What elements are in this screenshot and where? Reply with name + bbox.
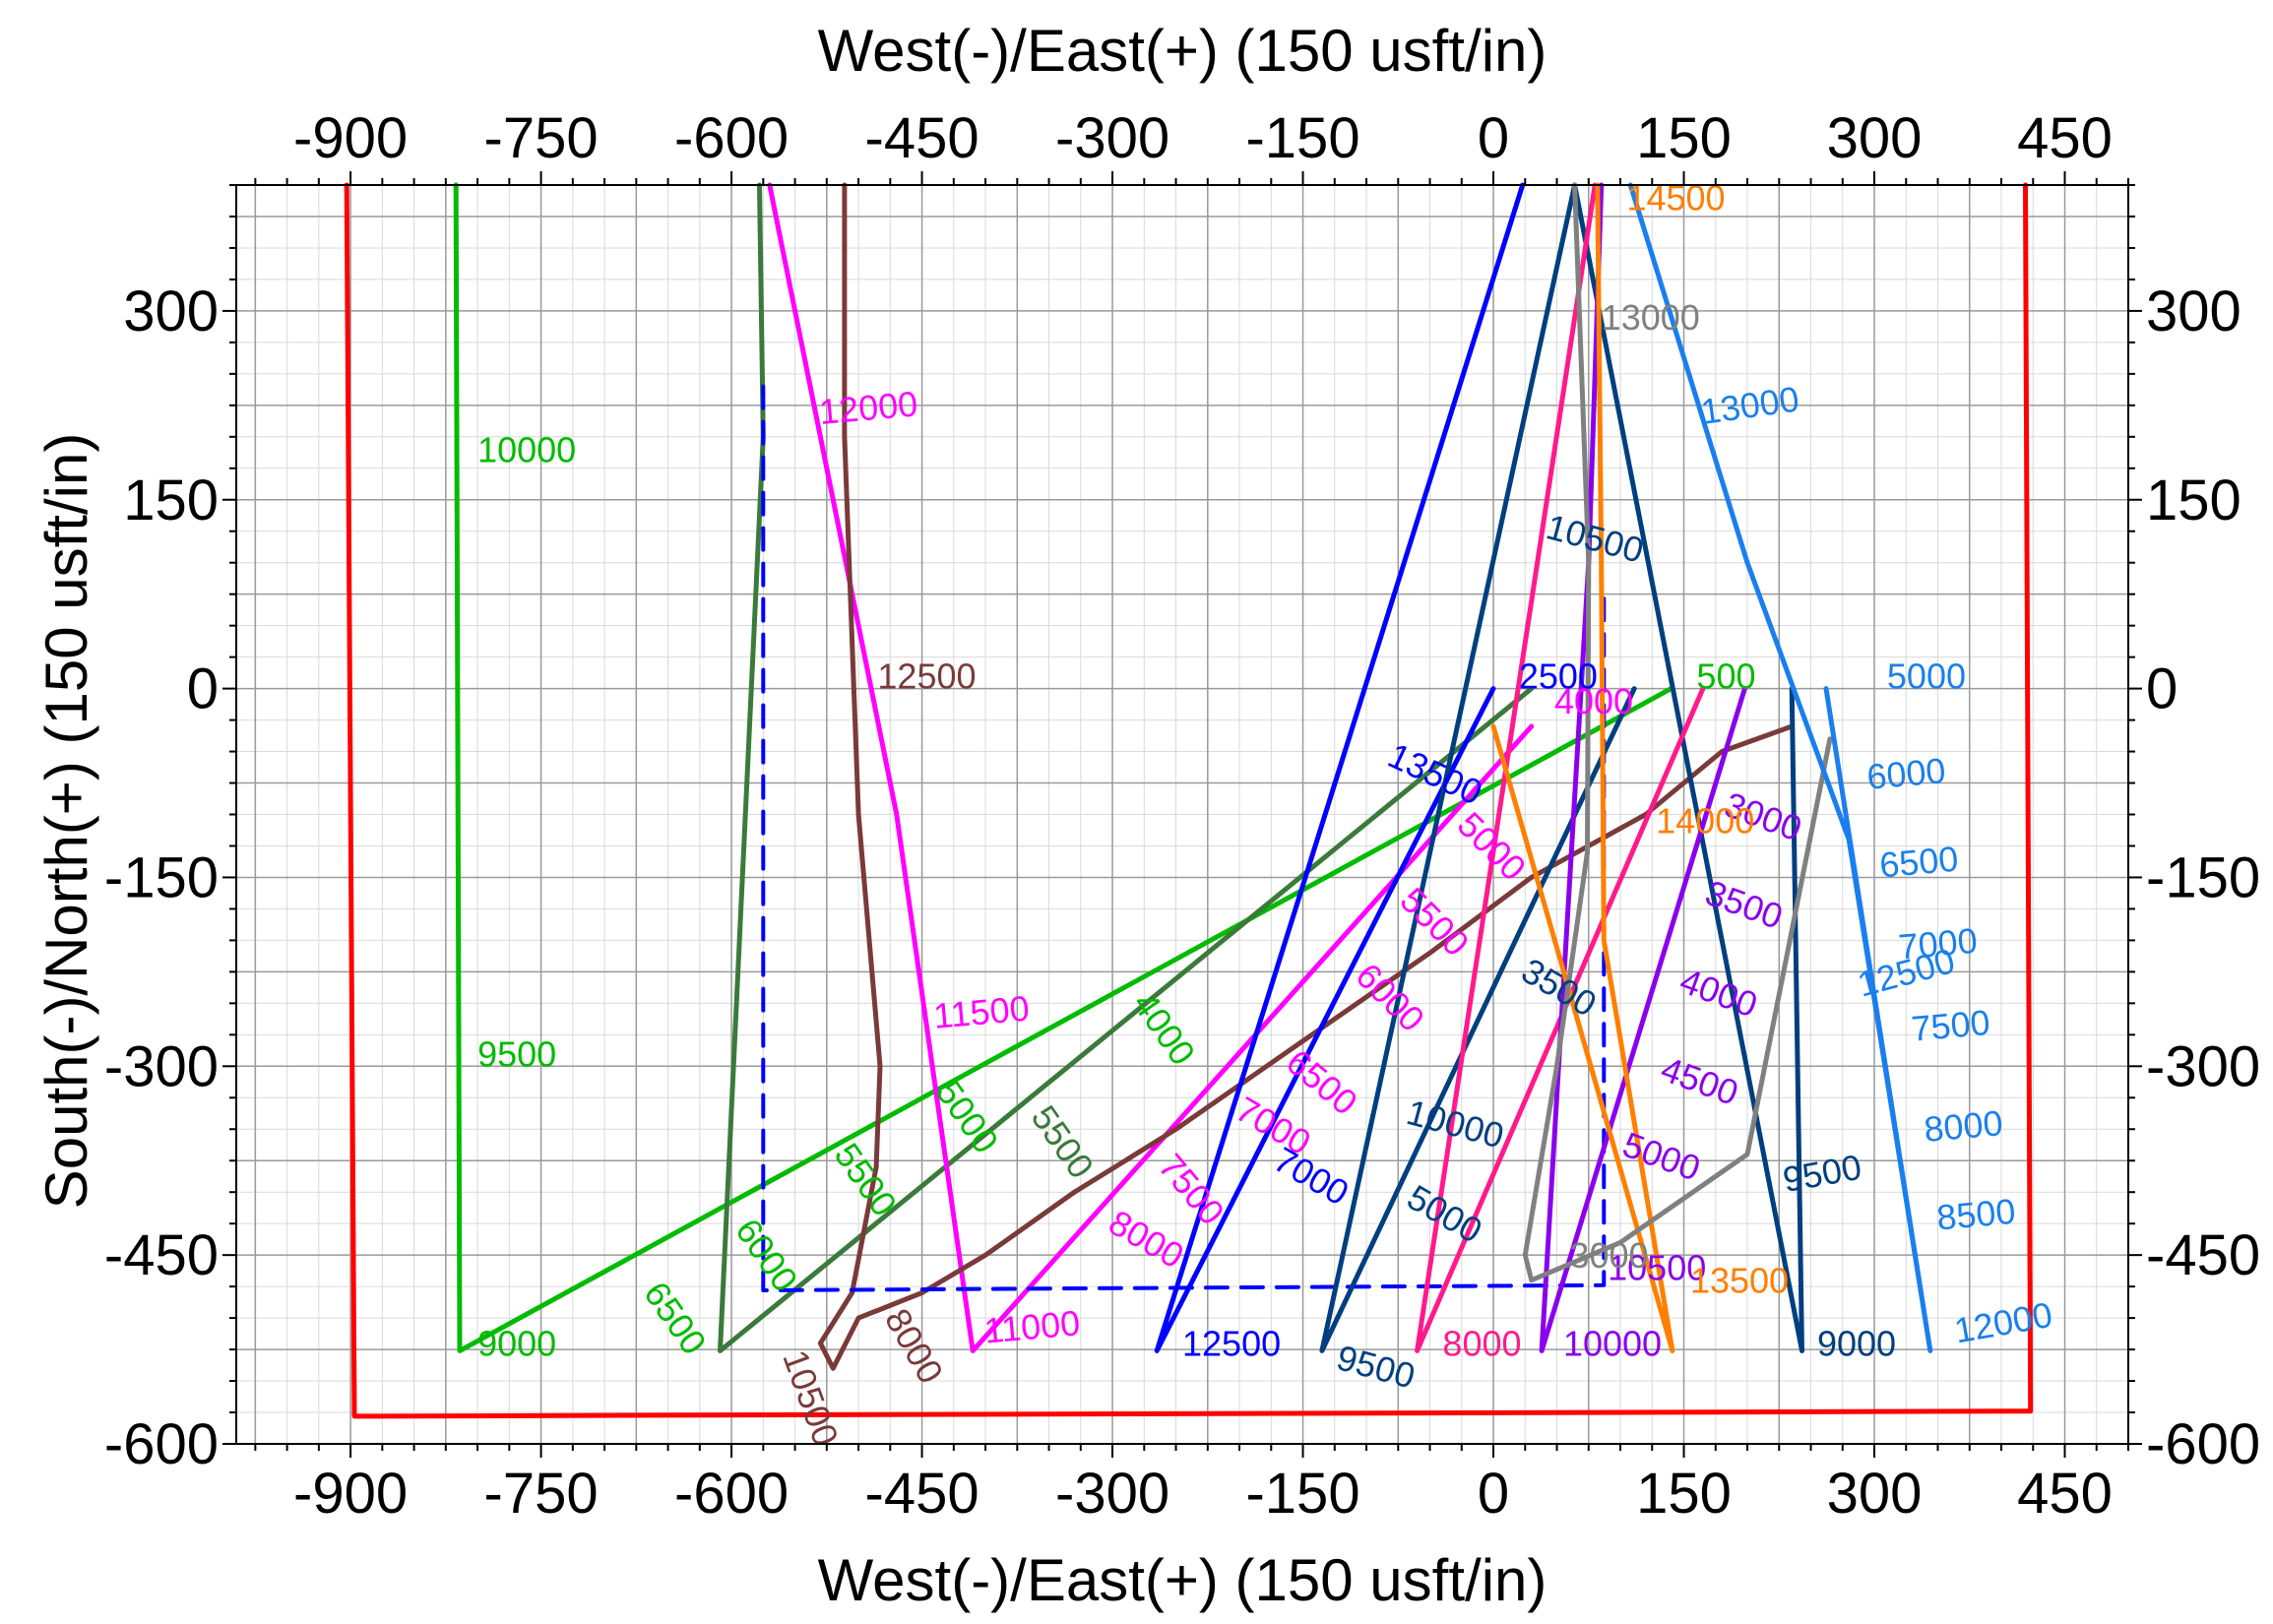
depth-label: 10000 bbox=[1563, 1323, 1662, 1363]
x-tick-label-top: 300 bbox=[1827, 106, 1923, 170]
well-path-line-5 bbox=[817, 182, 1795, 1371]
depth-label: 8500 bbox=[1935, 1191, 2017, 1238]
x-tick-label-bottom: -150 bbox=[1245, 1462, 1359, 1526]
x-tick-label-top: -450 bbox=[865, 106, 979, 170]
well-path-line-2 bbox=[453, 182, 1674, 1353]
depth-label: 9500 bbox=[477, 1033, 556, 1074]
y-tick-label-right: 300 bbox=[2146, 280, 2241, 344]
series-layer bbox=[344, 182, 2034, 1419]
x-tick-label-bottom: 150 bbox=[1636, 1462, 1732, 1526]
depth-label: 5000 bbox=[1887, 656, 1966, 697]
tick-marks bbox=[222, 171, 2142, 1458]
x-tick-label-top: 0 bbox=[1478, 106, 1509, 170]
depth-label: 10000 bbox=[477, 429, 576, 469]
y-tick-label-left: -300 bbox=[104, 1034, 219, 1098]
x-tick-label-bottom: 0 bbox=[1478, 1462, 1509, 1526]
y-tick-label-left: -150 bbox=[104, 845, 219, 909]
depth-label: 6500 bbox=[1878, 839, 1960, 886]
x-tick-label-bottom: 450 bbox=[2017, 1462, 2113, 1526]
depth-label: 8000 bbox=[1923, 1102, 2004, 1150]
depth-label: 7500 bbox=[1910, 1002, 1991, 1049]
tick-labels: -900 -900 -750 -750 -600 -600 -450 -450 -300 -300… bbox=[104, 106, 2260, 1526]
x-tick-label-top: -300 bbox=[1055, 106, 1169, 170]
depth-label: 7000 bbox=[1897, 920, 1979, 968]
depth-label: 11000 bbox=[982, 1302, 1082, 1350]
depth-label: 500 bbox=[1696, 656, 1755, 697]
depth-label: 11500 bbox=[932, 988, 1032, 1036]
y-tick-label-right: -450 bbox=[2146, 1223, 2260, 1287]
depth-label: 8000 bbox=[1442, 1323, 1521, 1363]
well-path-line-14 bbox=[1627, 182, 1933, 1353]
x-axis-title-top: West(-)/East(+) (150 usft/in) bbox=[818, 18, 1547, 84]
well-path-line-13 bbox=[1522, 182, 1833, 1283]
x-tick-label-bottom: -600 bbox=[674, 1462, 789, 1526]
depth-label: 9000 bbox=[477, 1323, 556, 1363]
y-tick-label-left: 300 bbox=[123, 280, 219, 344]
x-tick-label-top: 450 bbox=[2017, 106, 2113, 170]
depth-label: 13000 bbox=[1602, 297, 1700, 338]
depth-label: 9000 bbox=[1817, 1323, 1896, 1363]
x-tick-label-bottom: -300 bbox=[1055, 1462, 1169, 1526]
y-tick-label-left: 0 bbox=[187, 657, 219, 721]
depth-label: 6000 bbox=[1865, 750, 1947, 797]
y-tick-label-right: -300 bbox=[2146, 1034, 2260, 1098]
well-path-line-3 bbox=[718, 182, 1535, 1353]
y-tick-label-left: 150 bbox=[123, 468, 219, 532]
depth-label: 12500 bbox=[877, 656, 976, 697]
x-tick-label-top: -150 bbox=[1245, 106, 1359, 170]
well-path-line-12 bbox=[1490, 182, 1675, 1353]
y-tick-label-right: -600 bbox=[2146, 1412, 2260, 1476]
x-tick-label-top: -900 bbox=[293, 106, 408, 170]
y-tick-label-left: -600 bbox=[104, 1412, 219, 1476]
x-axis-title-bottom: West(-)/East(+) (150 usft/in) bbox=[818, 1547, 1547, 1613]
well-path-line-1 bbox=[344, 182, 2034, 1419]
y-tick-label-right: 0 bbox=[2146, 657, 2178, 721]
major-grid bbox=[236, 185, 2128, 1445]
x-tick-label-top: -600 bbox=[674, 106, 789, 170]
x-tick-label-bottom: -750 bbox=[484, 1462, 599, 1526]
y-axis-title-left: South(-)/North(+) (150 usft/in) bbox=[33, 433, 99, 1210]
well-path-line-7 bbox=[1154, 182, 1526, 1353]
x-tick-label-bottom: -450 bbox=[865, 1462, 979, 1526]
depth-label: 14000 bbox=[1656, 801, 1754, 842]
well-path-line-4 bbox=[767, 182, 1535, 1353]
well-path-line-11 bbox=[1539, 182, 1747, 1353]
x-tick-label-top: -750 bbox=[484, 106, 599, 170]
y-tick-label-left: -450 bbox=[104, 1223, 219, 1287]
x-tick-label-top: 150 bbox=[1636, 106, 1732, 170]
x-tick-label-bottom: 300 bbox=[1827, 1462, 1923, 1526]
depth-label: 3000 bbox=[1569, 1235, 1648, 1276]
depth-label: 12000 bbox=[817, 383, 918, 432]
well-path-line-10 bbox=[1415, 182, 1706, 1353]
depth-label: 12500 bbox=[1182, 1323, 1281, 1363]
well-path-line-8 bbox=[1319, 182, 1637, 1353]
y-tick-label-right: -150 bbox=[2146, 845, 2260, 909]
y-tick-label-right: 150 bbox=[2146, 468, 2241, 532]
depth-label: 10500 bbox=[1608, 1248, 1706, 1288]
depth-label: 4000 bbox=[1554, 681, 1633, 721]
depth-label: 13500 bbox=[1690, 1261, 1789, 1301]
depth-label: 2500 bbox=[1519, 656, 1598, 697]
depth-label: 14500 bbox=[1626, 178, 1725, 219]
x-tick-label-bottom: -900 bbox=[293, 1462, 408, 1526]
